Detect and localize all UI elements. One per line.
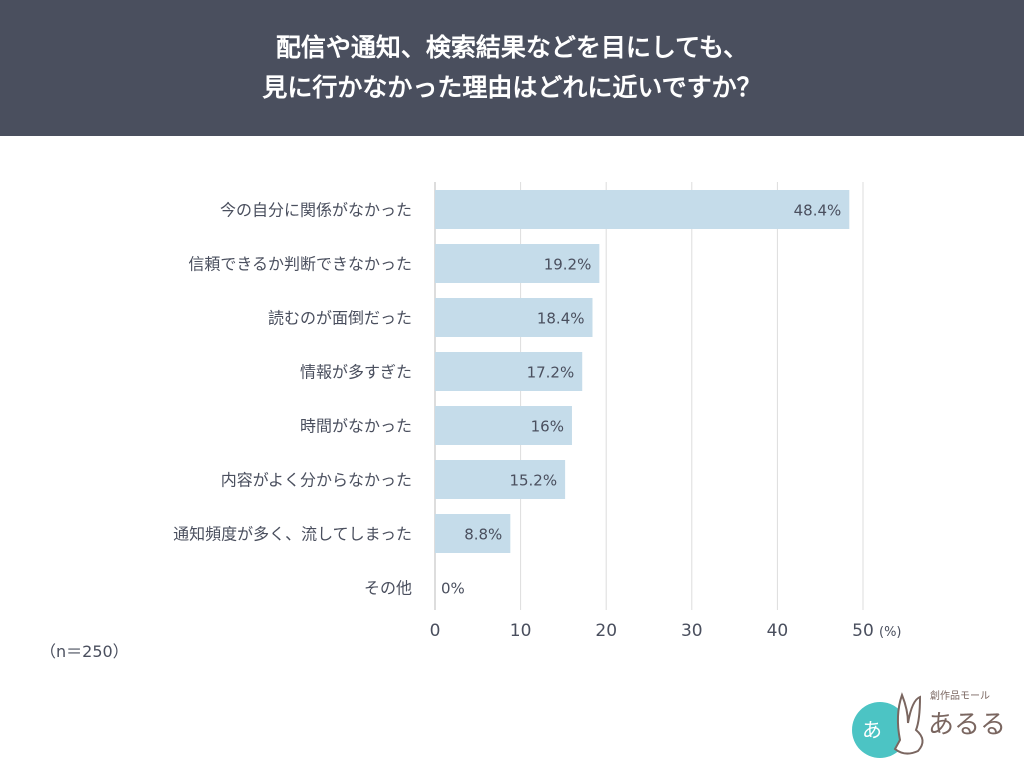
category-label: 読むのが面倒だった <box>268 309 412 328</box>
x-tick-label: 0 <box>430 621 441 641</box>
data-label: 8.8% <box>464 526 502 544</box>
data-label: 48.4% <box>794 202 842 220</box>
bar <box>435 244 600 283</box>
svg-text:あるる: あるる <box>928 710 1006 740</box>
x-tick-label: 50 <box>852 621 874 641</box>
x-tick-label: 10 <box>510 621 532 641</box>
x-tick-label: 20 <box>595 621 617 641</box>
title-line-1: 配信や通知、検索結果などを目にしても、 <box>275 33 749 62</box>
data-label: 16% <box>531 418 564 436</box>
title-line-2: 見に行かなかった理由はどれに近いですか？ <box>262 73 762 102</box>
data-label: 17.2% <box>527 364 575 382</box>
category-label: 通知頻度が多く、流してしまった <box>173 525 412 544</box>
bar <box>435 298 593 337</box>
x-axis-unit: (%) <box>879 625 902 640</box>
data-label: 18.4% <box>537 310 585 328</box>
data-label: 15.2% <box>509 472 557 490</box>
data-label: 19.2% <box>544 256 592 274</box>
category-label: 信頼できるか判断できなかった <box>188 255 412 274</box>
category-label: 今の自分に関係がなかった <box>220 201 412 220</box>
sample-size-note: （n＝250） <box>40 642 129 661</box>
bar <box>435 406 572 445</box>
category-label: その他 <box>364 579 412 598</box>
category-label: 情報が多すぎた <box>300 363 412 382</box>
x-tick-label: 40 <box>767 621 789 641</box>
data-label: 0% <box>441 580 465 598</box>
svg-text:あ: あ <box>862 718 882 742</box>
chart-title: 配信や通知、検索結果などを目にしても、 見に行かなかった理由はどれに近いですか？ <box>0 0 1024 136</box>
category-label: 内容がよく分からなかった <box>221 471 412 490</box>
category-label: 時間がなかった <box>300 417 412 436</box>
bar <box>435 460 566 499</box>
bar <box>435 190 850 229</box>
arulu-logo: あ 創作品モール あるる <box>852 690 1006 758</box>
bar <box>435 514 511 553</box>
x-tick-label: 30 <box>681 621 703 641</box>
bar <box>435 352 583 391</box>
svg-text:創作品モール: 創作品モール <box>930 690 990 702</box>
